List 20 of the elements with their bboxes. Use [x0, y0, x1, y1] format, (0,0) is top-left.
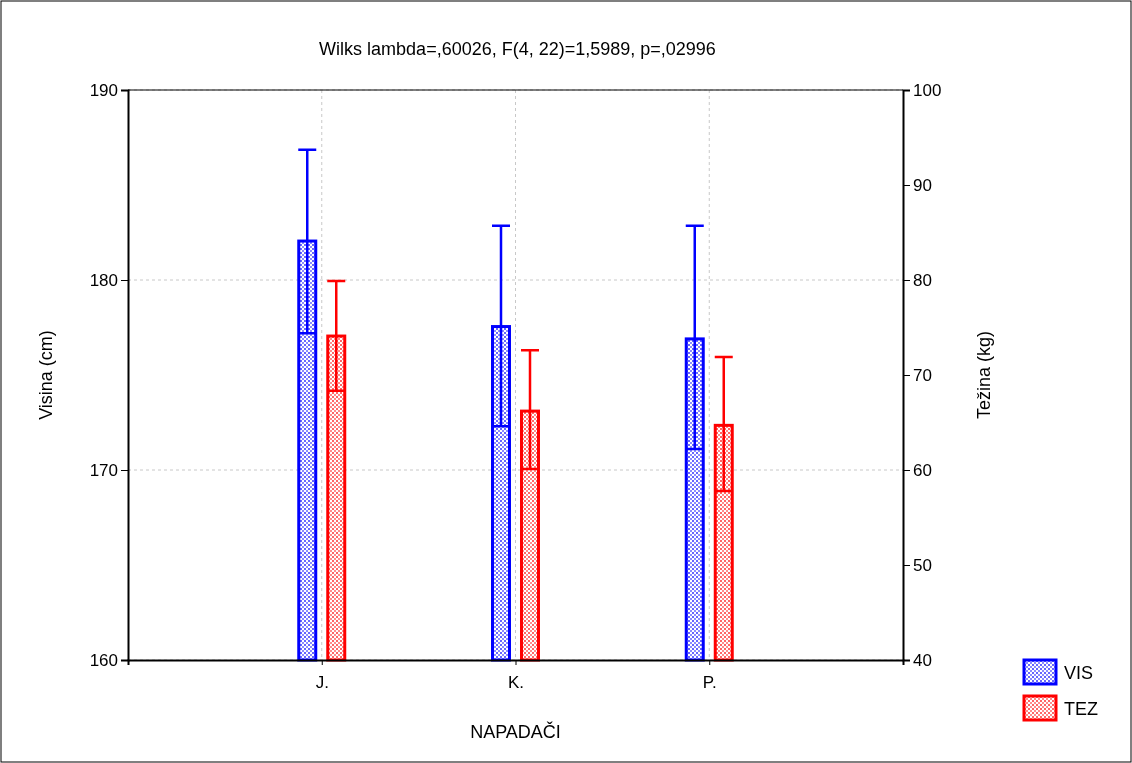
x-tick-label: K.: [507, 673, 525, 693]
chart-title: Wilks lambda=,60026, F(4, 22)=1,5989, p=,02996: [319, 39, 716, 59]
legend-label: TEZ: [1064, 699, 1098, 719]
y-axis-title: Visina (cm): [36, 330, 56, 420]
y2-tick-label: 80: [913, 270, 932, 290]
y-tick-label: 190: [89, 80, 118, 100]
y2-tick-label: 50: [913, 555, 932, 575]
y2-axis-title: Težina (kg): [974, 330, 994, 420]
y2-tick-label: 70: [913, 365, 932, 385]
y-tick-label: 170: [89, 460, 118, 480]
y-tick-label: 160: [89, 650, 118, 670]
x-tick-label: J.: [315, 673, 329, 693]
x-tick-label: P.: [702, 673, 717, 693]
y2-tick-label: 100: [913, 80, 942, 100]
y2-tick-label: 90: [913, 175, 932, 195]
y-tick-label: 180: [89, 270, 118, 290]
y2-tick-label: 40: [913, 650, 932, 670]
x-axis-title: NAPADAČI: [470, 721, 561, 742]
y2-tick-label: 60: [913, 460, 932, 480]
legend-label: VIS: [1064, 663, 1094, 683]
